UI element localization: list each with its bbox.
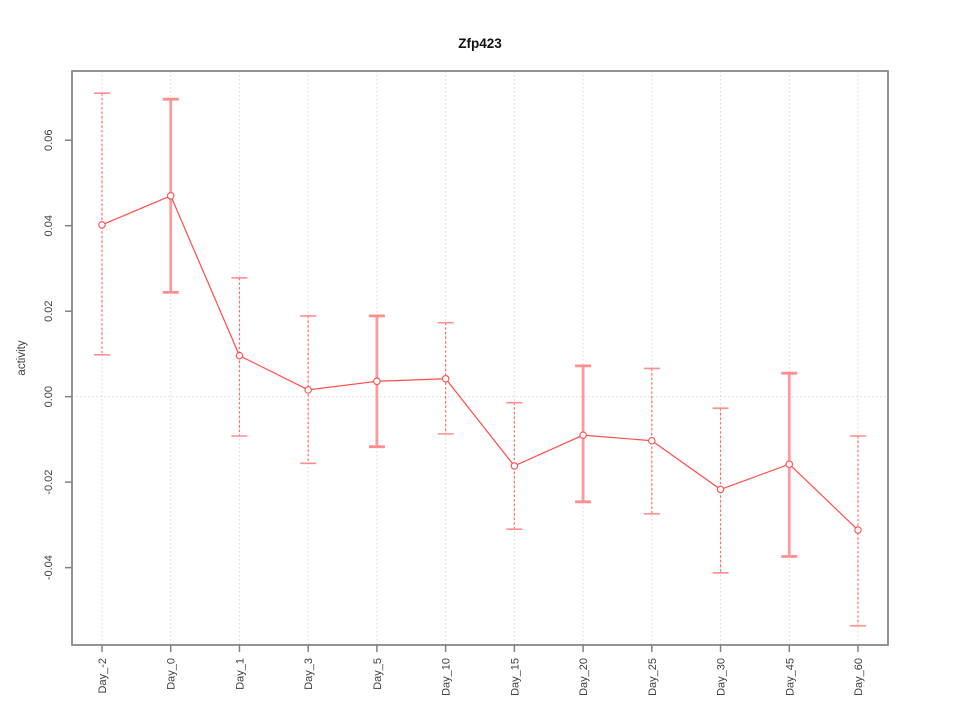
- x-tick-label: Day_1: [234, 658, 246, 690]
- error-bar-Day_25: [643, 367, 660, 515]
- error-bars: [94, 92, 866, 627]
- error-bar-Day_15: [506, 401, 523, 530]
- data-point-Day_25: [648, 436, 656, 445]
- x-tick-label: Day_3: [303, 658, 315, 690]
- y-tick-label: 0.04: [43, 215, 55, 236]
- y-tick-label: 0.06: [43, 130, 55, 151]
- x-tick-label: Day_10: [441, 658, 453, 696]
- x-tick-label: Day_-2: [97, 658, 109, 693]
- error-bar-Day_30: [712, 407, 729, 574]
- x-tick-label: Day_5: [372, 658, 384, 690]
- data-point-Day_-2: [98, 221, 106, 229]
- x-tick-label: Day_15: [509, 658, 521, 696]
- data-point-Day_1: [235, 351, 244, 360]
- data-point-Day_0: [166, 192, 175, 200]
- series-line-and-points: [98, 192, 862, 534]
- y-tick-label: 0.00: [43, 386, 55, 407]
- x-tick-label: Day_25: [647, 658, 659, 696]
- data-point-Day_15: [510, 462, 519, 470]
- data-point-Day_60: [854, 526, 862, 534]
- data-point-Day_3: [304, 386, 312, 394]
- y-tick-label: -0.02: [43, 470, 55, 495]
- y-tick-label: 0.02: [43, 300, 55, 321]
- x-tick-label: Day_45: [784, 658, 796, 696]
- data-point-Day_5: [373, 377, 381, 386]
- y-tick-label: -0.04: [43, 555, 55, 580]
- plot-border: [71, 70, 889, 646]
- axis-ticks-and-labels: 0.06 0.04 0.02 0.00 -0.02 -0.04 Day_-2 Day_0 Day…: [43, 130, 865, 696]
- y-axis-title: activity: [16, 340, 28, 375]
- x-tick-label: Day_30: [716, 658, 728, 696]
- grid-lines: [72, 71, 888, 645]
- series-line: [101, 195, 859, 531]
- data-point-Day_45: [785, 460, 794, 468]
- plot-frame: [71, 70, 889, 646]
- data-point-Day_30: [716, 485, 725, 494]
- error-bar-Day_60: [850, 435, 866, 627]
- data-point-Day_10: [441, 374, 450, 383]
- x-tick-label: Day_0: [166, 658, 178, 690]
- x-tick-label: Day_20: [578, 658, 590, 696]
- chart-title: Zfp423: [458, 36, 502, 51]
- data-point-Day_20: [579, 431, 587, 439]
- x-tick-label: Day_60: [853, 658, 865, 696]
